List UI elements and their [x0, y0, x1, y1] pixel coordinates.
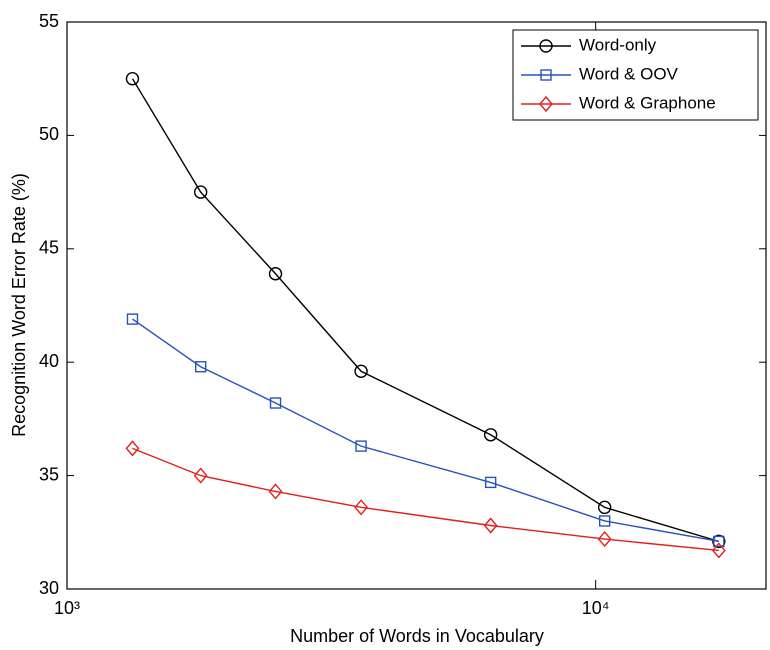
marker: [713, 535, 725, 548]
plot-frame: [66, 21, 767, 590]
y-tick-label: 35: [39, 464, 59, 484]
series-line: [132, 318, 719, 543]
marker: [193, 185, 208, 199]
x-tick-label: 10³: [54, 598, 80, 618]
marker: [268, 483, 283, 500]
marker: [193, 467, 208, 484]
y-tick-label: 40: [39, 351, 59, 371]
legend-marker: [539, 95, 553, 113]
marker: [354, 364, 368, 378]
legend-marker: [539, 39, 553, 53]
series-line: [132, 447, 719, 552]
legend-label: Word & OOV: [579, 64, 679, 83]
legend-label: Word-only: [579, 35, 657, 54]
marker: [597, 500, 612, 515]
marker: [483, 517, 498, 534]
y-tick-label: 50: [39, 124, 59, 144]
marker: [355, 440, 367, 452]
x-tick-label: 10⁴: [582, 598, 610, 618]
marker: [598, 515, 611, 527]
marker: [711, 542, 726, 559]
marker: [126, 313, 139, 325]
y-axis-label: Recognition Word Error Rate (%): [9, 173, 29, 437]
legend-label: Word & Graphone: [579, 93, 716, 112]
marker: [125, 71, 140, 86]
y-tick-label: 55: [39, 11, 59, 31]
x-axis-label: Number of Words in Vocabulary: [290, 626, 544, 646]
marker: [483, 428, 498, 442]
y-tick-label: 45: [39, 238, 59, 258]
marker: [712, 534, 726, 549]
marker: [194, 361, 207, 373]
marker: [484, 476, 497, 489]
y-tick-label: 30: [39, 578, 59, 598]
legend: Word-only Word & OOV Word & Graphone: [512, 29, 759, 121]
marker: [354, 499, 369, 516]
legend-marker: [540, 69, 552, 81]
marker: [597, 531, 612, 548]
marker: [125, 440, 140, 457]
marker: [269, 397, 282, 409]
marker: [268, 267, 283, 281]
series-line: [131, 78, 720, 543]
